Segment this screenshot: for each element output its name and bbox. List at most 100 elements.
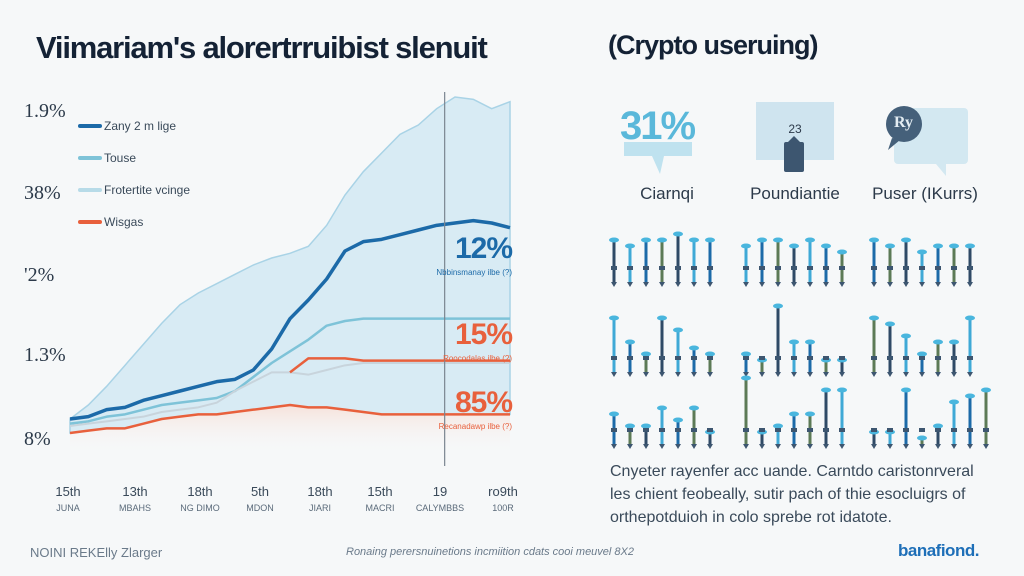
pictogram-figure xyxy=(965,243,975,287)
document-bubble-icon: 23 xyxy=(730,98,860,178)
pictogram-figure xyxy=(917,351,927,377)
pictogram-figure xyxy=(673,417,683,449)
pictogram-figure xyxy=(885,243,895,287)
legend-swatch xyxy=(78,188,102,192)
stat-label: Ciarnqi xyxy=(640,184,694,203)
pictogram-figure xyxy=(657,405,667,449)
x-tick-label: 13th MBAHS xyxy=(105,484,165,513)
pictogram-figure xyxy=(805,411,815,449)
pictogram-figure xyxy=(901,387,911,449)
x-tick-day: 5th xyxy=(250,484,270,499)
pictogram-figure xyxy=(901,333,911,377)
chart-legend: Zany 2 m lige Touse Frotertite vcinge Wi… xyxy=(78,118,190,246)
pictogram-figure xyxy=(965,393,975,449)
pictogram-figure xyxy=(805,339,815,377)
series-line xyxy=(69,317,510,425)
pictogram-figure xyxy=(949,243,959,287)
stat-value: Ry xyxy=(894,114,913,131)
annotation-caption: Nbbinsmanay ilbe (?) xyxy=(436,268,512,277)
annotation-caption: Roocodalas ilbe (?) xyxy=(443,354,512,363)
annotation-value: 85% xyxy=(454,386,513,419)
x-tick-month: MACRI xyxy=(365,503,395,513)
pictogram-figure xyxy=(933,423,943,449)
x-tick-day: 13th xyxy=(122,484,148,499)
pictogram-figure xyxy=(789,339,799,377)
pictogram-figure xyxy=(949,399,959,449)
annotation-value: 12% xyxy=(454,232,513,265)
x-tick-day: 19 xyxy=(432,484,448,499)
legend-item[interactable]: Zany 2 m lige xyxy=(78,118,190,134)
y-tick-label: 1.9% xyxy=(24,100,66,122)
pictogram-figure xyxy=(741,375,751,449)
pictogram-figure xyxy=(705,428,715,449)
pictogram-figure xyxy=(609,315,619,377)
percent-bubble-graphic xyxy=(624,142,692,174)
annotation-15: 15% Roocodalas ilbe (?) xyxy=(443,318,513,363)
footer-author: NOINI REKElly Zlarger xyxy=(30,545,163,560)
pictogram-figure xyxy=(705,351,715,377)
description-text: Cnyeter rayenfer acc uande. Carntdo cari… xyxy=(610,463,974,526)
series-line xyxy=(289,357,510,374)
user-speech-bubble-icon: Ry xyxy=(860,98,990,178)
pictogram-figure xyxy=(869,428,879,449)
pictograph-grid xyxy=(609,231,991,449)
x-tick-month: JUNA xyxy=(56,503,80,513)
pictogram-figure xyxy=(641,351,651,377)
pictogram-figure xyxy=(869,237,879,287)
stat-card: 23 Poundiantie xyxy=(730,98,860,204)
stat-value: 23 xyxy=(788,122,802,136)
pictogram-figure xyxy=(673,231,683,287)
series-line xyxy=(69,218,511,421)
brand-logo[interactable]: banafiond. xyxy=(898,541,979,560)
pictogram-figure xyxy=(885,321,895,377)
pictogram-figure xyxy=(837,356,847,377)
pictogram-figure xyxy=(657,315,667,377)
user-bubble-graphic xyxy=(886,106,968,176)
legend-item[interactable]: Frotertite vcinge xyxy=(78,182,190,198)
pictogram-figure xyxy=(821,387,831,449)
annotation-caption: Recanadawp ilbe (?) xyxy=(438,422,512,431)
pictogram-figure xyxy=(837,249,847,287)
pictogram-figure xyxy=(641,423,651,449)
annotation-12: 12% Nbbinsmanay ilbe (?) xyxy=(436,232,513,277)
legend-label: Frotertite vcinge xyxy=(104,183,191,197)
y-tick-label: '2% xyxy=(24,264,55,286)
stat-label: Poundiantie xyxy=(750,184,840,203)
pictogram-figure xyxy=(789,243,799,287)
x-tick-label: 15th JUNA xyxy=(38,484,98,513)
pictogram-figure xyxy=(917,249,927,287)
legend-item[interactable]: Touse xyxy=(78,150,190,166)
pictogram-figure xyxy=(773,237,783,287)
pictogram-figure xyxy=(757,356,767,377)
pictogram-figure xyxy=(757,428,767,449)
x-tick-month: JIARI xyxy=(308,503,331,513)
pictogram-figure xyxy=(625,423,635,449)
pictogram-figure xyxy=(625,243,635,287)
pictogram-figure xyxy=(673,327,683,377)
pictogram-figure xyxy=(609,237,619,287)
pictogram-figure xyxy=(757,237,767,287)
legend-item[interactable]: Wisgas xyxy=(78,214,190,230)
x-tick-day: 15th xyxy=(367,484,393,499)
pictogram-figure xyxy=(741,351,751,377)
document-graphic xyxy=(756,102,834,172)
legend-swatch xyxy=(78,220,102,224)
stat-card: Ry Puser (IKurrs) xyxy=(860,98,990,204)
series-line xyxy=(69,403,510,435)
pictogram-figure xyxy=(885,428,895,449)
x-tick-label: 5th MDON xyxy=(230,484,290,513)
pictogram-figure xyxy=(609,411,619,449)
pictogram-figure xyxy=(949,339,959,377)
pictogram-figure xyxy=(981,387,991,449)
pictogram-figure xyxy=(773,303,783,377)
stat-label: Puser (IKurrs) xyxy=(872,184,978,203)
x-tick-day: ro9th xyxy=(488,484,518,499)
pictogram-figure xyxy=(625,339,635,377)
x-tick-day: 18th xyxy=(307,484,333,499)
pictogram-figure xyxy=(689,237,699,287)
y-tick-label: 8% xyxy=(24,428,51,450)
pictogram-figure xyxy=(837,387,847,449)
y-tick-label: 38% xyxy=(24,182,61,204)
x-tick-month: MDON xyxy=(246,503,274,513)
